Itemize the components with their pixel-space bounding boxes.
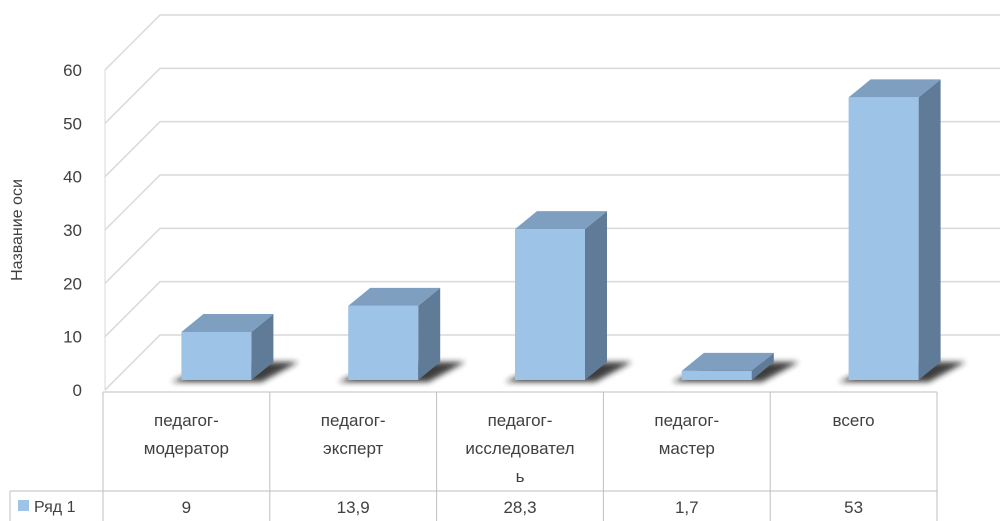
bar: [515, 229, 585, 380]
y-axis-title: Название оси: [9, 179, 26, 281]
gridline: [104, 334, 1000, 391]
value-label: 1,7: [675, 498, 699, 517]
category-label: педагог-: [154, 411, 219, 430]
bar: [348, 305, 419, 380]
value-label: 9: [182, 498, 191, 517]
value-label: 28,3: [503, 498, 536, 517]
y-tick-label: 10: [63, 328, 82, 347]
gridline: [104, 280, 1000, 338]
category-label: педагог-: [321, 411, 386, 430]
legend-series-name: Ряд 1: [34, 499, 76, 516]
y-axis-ticks: 0 10 20 30 40 50 60: [63, 61, 82, 400]
category-label: педагог-: [488, 411, 553, 430]
gridline: [104, 227, 1000, 284]
y-tick-label: 60: [63, 61, 82, 80]
bar: [181, 332, 252, 380]
y-tick-label: 0: [73, 381, 82, 400]
y-tick-label: 50: [63, 114, 82, 133]
bars: [181, 79, 941, 380]
gridline: [104, 67, 1000, 124]
category-label: эксперт: [323, 439, 384, 458]
bar-top: [848, 79, 941, 98]
bar-top: [348, 287, 441, 306]
bar-side: [585, 211, 607, 380]
bar-side: [251, 314, 274, 380]
gridlines: [104, 14, 1000, 391]
bar-side: [418, 287, 441, 380]
bar: [848, 97, 919, 380]
category-label: всего: [833, 411, 875, 430]
bar: [681, 370, 752, 380]
value-label: 53: [844, 498, 863, 517]
bar-top: [181, 314, 274, 332]
gridline: [104, 120, 1000, 178]
value-label: 13,9: [337, 498, 370, 517]
category-label: модератор: [144, 439, 229, 458]
bar-side: [918, 79, 941, 380]
bar-top: [515, 211, 607, 230]
category-label: ь: [516, 467, 525, 486]
y-tick-label: 30: [63, 221, 82, 240]
gridline: [104, 174, 1000, 231]
category-label: педагог-: [654, 411, 719, 430]
gridline: [104, 14, 1000, 71]
data-table: Ряд 1 педагог-модератор 9 педагог-эксперт 13…: [9, 391, 938, 521]
legend-key: [18, 500, 29, 511]
bar-top: [681, 352, 774, 371]
y-tick-label: 40: [63, 168, 82, 187]
y-tick-label: 20: [63, 274, 82, 293]
bar-side: [751, 352, 774, 380]
category-label: исследовател: [465, 439, 574, 458]
category-label: мастер: [659, 439, 715, 458]
